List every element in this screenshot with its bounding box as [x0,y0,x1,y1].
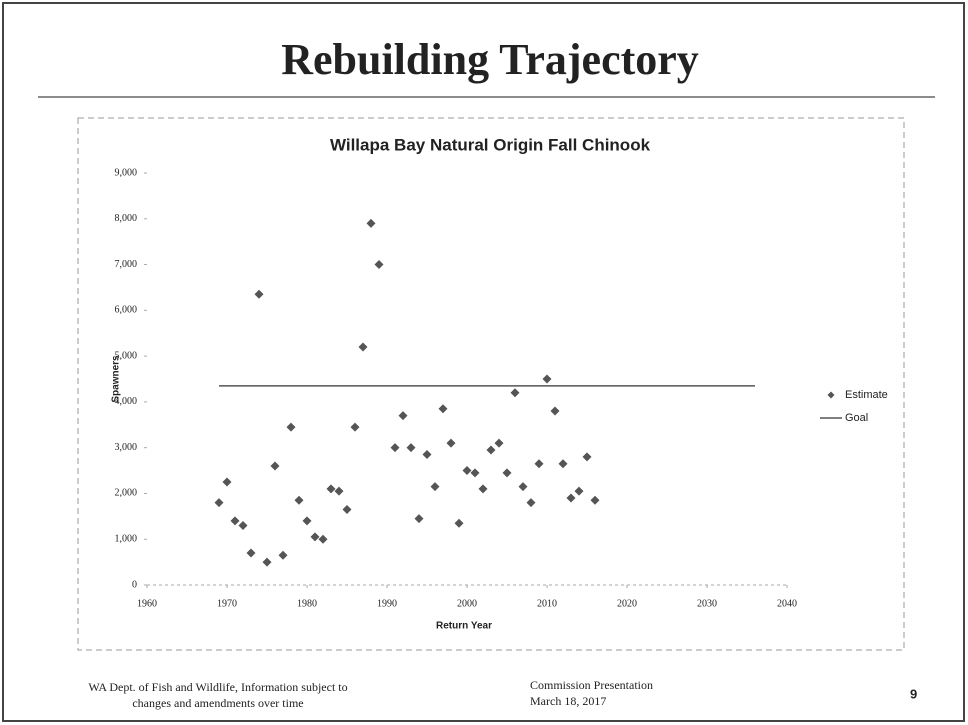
x-tick-label: 2040 [777,598,797,609]
data-point [430,482,440,492]
data-point [310,532,320,542]
data-point [214,498,224,508]
data-point [422,450,432,460]
x-tick-label: 1960 [137,598,157,609]
footer-center: Commission Presentation [530,678,653,692]
y-tick-label: 7,000 [115,259,138,270]
data-point [350,422,360,432]
x-tick-label: 2030 [697,598,717,609]
data-point [342,504,352,514]
y-tick-label: 8,000 [115,213,138,224]
data-point [406,443,416,453]
data-point [414,514,424,524]
data-point [590,495,600,505]
y-tick-label: 4,000 [115,396,138,407]
y-tick-label: 9,000 [115,167,138,178]
x-tick-label: 2010 [537,598,557,609]
y-tick-label: 1,000 [115,534,138,545]
data-point [246,548,256,558]
chart-title: Willapa Bay Natural Origin Fall Chinook [330,135,651,154]
data-point [478,484,488,494]
data-point [446,438,456,448]
data-point [238,520,248,530]
data-point [582,452,592,462]
legend-label: Goal [845,412,868,424]
data-point [502,468,512,478]
data-point [278,550,288,560]
data-point [294,495,304,505]
data-point [534,459,544,469]
data-point [558,459,568,469]
data-point [318,534,328,544]
legend-label: Estimate [845,389,888,401]
data-point [374,260,384,270]
page-number: 9 [910,686,917,701]
y-tick-label: 0 [132,579,137,590]
x-tick-label: 2020 [617,598,637,609]
x-tick-label: 2000 [457,598,477,609]
data-point [230,516,240,526]
data-point [262,557,272,567]
data-point [454,518,464,528]
y-tick-label: 5,000 [115,350,138,361]
legend-swatch [827,391,835,399]
data-point [302,516,312,526]
data-point [326,484,336,494]
data-point [334,486,344,496]
data-point [526,498,536,508]
x-tick-label: 1970 [217,598,237,609]
x-axis-label: Return Year [436,621,492,632]
y-tick-label: 3,000 [115,442,138,453]
data-point [462,466,472,476]
data-point [486,445,496,455]
data-point [358,342,368,352]
data-point [366,218,376,228]
data-point [550,406,560,416]
data-point [542,374,552,384]
y-tick-label: 6,000 [115,305,138,316]
data-point [390,443,400,453]
y-tick-label: 2,000 [115,488,138,499]
x-tick-label: 1980 [297,598,317,609]
slide-title: Rebuilding Trajectory [281,35,699,84]
data-point [398,411,408,421]
data-point [270,461,280,471]
footer-left: WA Dept. of Fish and Wildlife, Informati… [88,680,347,694]
footer-center: March 18, 2017 [530,694,606,708]
data-point [574,486,584,496]
x-tick-label: 1990 [377,598,397,609]
data-point [470,468,480,478]
data-point [438,404,448,414]
data-point [566,493,576,503]
data-point [254,289,264,299]
chart-frame [77,117,905,651]
data-point [518,482,528,492]
data-point [510,388,520,398]
y-axis-label: Spawners [111,355,122,403]
data-point [286,422,296,432]
data-point [494,438,504,448]
data-point [222,477,232,487]
footer-left: changes and amendments over time [132,696,303,710]
